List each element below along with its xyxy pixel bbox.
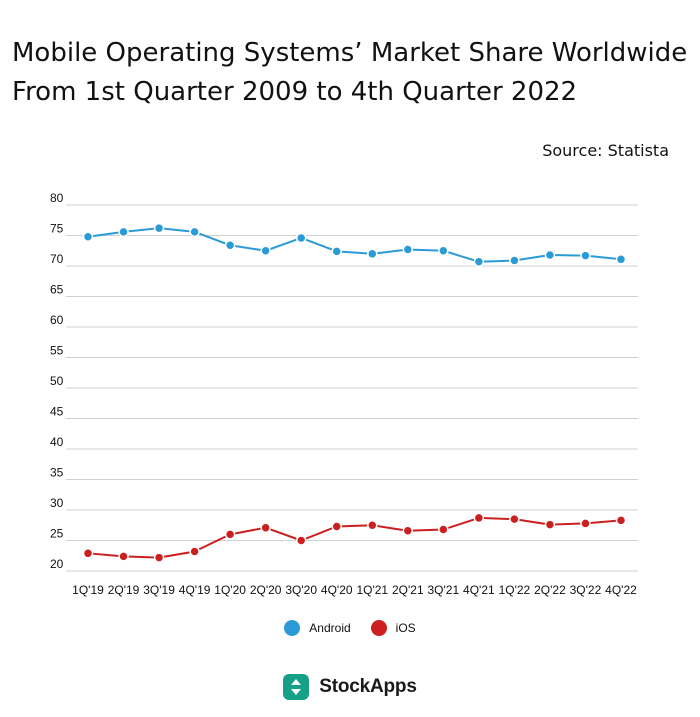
data-point-ios <box>224 529 236 540</box>
data-point-ios <box>189 546 200 557</box>
y-tick-label: 40 <box>50 435 64 449</box>
legend-label-ios: iOS <box>395 621 416 635</box>
legend-swatch-android <box>284 620 301 636</box>
x-tick-label: 1Q'22 <box>499 583 531 597</box>
data-point-android <box>224 240 236 251</box>
x-tick-label: 1Q'21 <box>356 583 388 597</box>
y-tick-label: 50 <box>50 374 64 388</box>
x-tick-label: 3Q'20 <box>285 583 317 597</box>
source-note: Source: Statista <box>542 141 669 160</box>
y-tick-label: 55 <box>50 344 64 358</box>
y-tick-label: 80 <box>50 191 64 205</box>
x-tick-label: 2Q'21 <box>392 583 424 597</box>
data-point-ios <box>82 548 94 559</box>
data-point-android <box>260 245 271 256</box>
y-tick-label: 60 <box>50 313 64 327</box>
y-tick-label: 45 <box>50 405 64 419</box>
data-point-ios <box>615 515 627 526</box>
x-tick-label: 4Q'19 <box>179 583 211 597</box>
x-tick-label: 1Q'20 <box>214 583 246 597</box>
legend: Android iOS <box>0 620 700 636</box>
data-point-ios <box>438 524 449 535</box>
chart-title-line-2: From 1st Quarter 2009 to 4th Quarter 202… <box>12 77 578 107</box>
data-point-android <box>473 256 485 267</box>
data-point-ios <box>580 518 591 529</box>
x-tick-label: 4Q'20 <box>321 583 353 597</box>
data-point-android <box>615 254 627 265</box>
data-point-ios <box>153 552 165 563</box>
data-point-android <box>438 245 449 256</box>
data-point-ios <box>331 521 342 532</box>
line-chart: 20 25 30 35 40 45 50 55 60 65 70 75 80 1Q'19 2Q'19 3Q'1… <box>50 191 638 597</box>
data-point-android <box>402 244 414 255</box>
data-point-android <box>118 226 129 238</box>
data-point-android <box>544 249 556 261</box>
data-point-android <box>367 248 378 260</box>
data-point-ios <box>509 513 520 525</box>
up-down-arrows-icon <box>283 674 310 700</box>
y-tick-label: 20 <box>50 557 64 571</box>
y-tick-label: 70 <box>50 252 64 266</box>
data-point-android <box>82 231 94 242</box>
x-tick-label: 3Q'19 <box>143 583 175 597</box>
data-point-android <box>580 250 591 261</box>
data-point-android <box>509 255 520 266</box>
data-point-ios <box>118 551 129 562</box>
chart-title-line-1: Mobile Operating Systems’ Market Share W… <box>12 38 688 68</box>
legend-item-ios: iOS <box>370 620 416 636</box>
series-line-ios <box>87 516 622 559</box>
x-tick-label: 2Q'22 <box>534 583 566 597</box>
data-point-android <box>331 246 342 257</box>
x-tick-label: 3Q'21 <box>428 583 460 597</box>
brand-name: StockApps <box>319 676 417 697</box>
data-point-ios <box>295 535 307 546</box>
x-tick-label: 4Q'21 <box>463 583 495 597</box>
legend-swatch-ios <box>370 620 387 636</box>
data-point-android <box>189 226 200 238</box>
data-point-ios <box>473 512 485 524</box>
data-point-android <box>153 222 165 234</box>
y-tick-label: 25 <box>50 527 64 541</box>
x-tick-label: 4Q'22 <box>605 583 637 597</box>
series-line-android <box>87 227 622 263</box>
brand: StockApps <box>0 674 700 700</box>
y-tick-label: 35 <box>50 466 64 480</box>
data-point-ios <box>402 525 414 536</box>
x-tick-label: 2Q'20 <box>250 583 282 597</box>
data-point-ios <box>260 522 271 533</box>
y-tick-label: 75 <box>50 222 64 236</box>
y-tick-label: 65 <box>50 283 64 297</box>
legend-item-android: Android <box>284 620 351 636</box>
x-tick-label: 1Q'19 <box>72 583 104 597</box>
data-point-ios <box>544 519 556 530</box>
x-tick-label: 2Q'19 <box>108 583 140 597</box>
y-tick-label: 30 <box>50 496 64 510</box>
chart-title: Mobile Operating Systems’ Market Share W… <box>12 34 696 112</box>
data-point-android <box>295 232 307 244</box>
legend-label-android: Android <box>309 621 351 635</box>
x-tick-label: 3Q'22 <box>570 583 602 597</box>
data-point-ios <box>367 520 378 531</box>
